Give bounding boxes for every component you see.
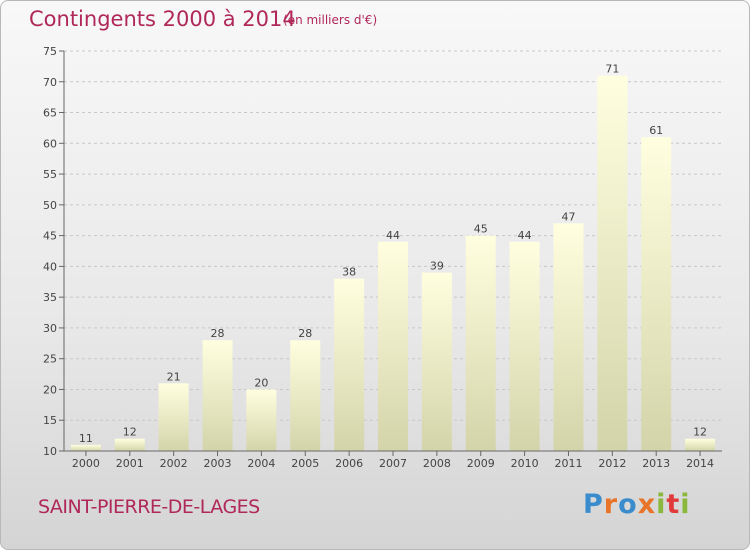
bar [597, 75, 628, 451]
y-tick-label: 50 [43, 199, 57, 212]
chart-subtitle: (en milliers d'€) [283, 13, 378, 27]
data-label: 11 [79, 432, 93, 445]
y-tick-label: 10 [43, 445, 57, 458]
data-label: 12 [123, 426, 137, 439]
logo-letter: x [637, 489, 657, 520]
bar [641, 137, 672, 451]
bar [70, 444, 101, 451]
bar [290, 340, 321, 451]
chart-title: Contingents 2000 à 2014 [29, 7, 296, 31]
x-tick-label: 2001 [116, 457, 144, 470]
logo-letter: r [603, 489, 619, 520]
x-tick-label: 2014 [686, 457, 714, 470]
data-label: 12 [693, 426, 707, 439]
y-tick-label: 65 [43, 107, 57, 120]
data-label: 44 [518, 229, 532, 242]
commune-name: SAINT-PIERRE-DE-LAGES [38, 496, 260, 518]
x-tick-label: 2012 [598, 457, 626, 470]
bar [202, 340, 233, 451]
x-tick-label: 2000 [72, 457, 100, 470]
data-label: 44 [386, 229, 400, 242]
logo-letter: o [618, 489, 638, 520]
bar [553, 223, 584, 451]
data-label: 21 [167, 370, 181, 383]
y-tick-label: 70 [43, 76, 57, 89]
data-label: 20 [254, 376, 268, 389]
y-tick-label: 25 [43, 353, 57, 366]
x-tick-label: 2007 [379, 457, 407, 470]
data-label: 45 [474, 223, 488, 236]
y-tick-label: 20 [43, 383, 57, 396]
logo-letter: P [583, 489, 604, 520]
bar [158, 383, 189, 451]
bar [246, 389, 277, 451]
proxiti-logo: Proxiti [583, 489, 691, 520]
bar [465, 235, 496, 451]
x-tick-label: 2013 [642, 457, 670, 470]
x-tick-label: 2005 [291, 457, 319, 470]
y-tick-label: 30 [43, 322, 57, 335]
y-tick-label: 40 [43, 260, 57, 273]
y-tick-label: 15 [43, 414, 57, 427]
y-tick-label: 45 [43, 230, 57, 243]
x-tick-label: 2002 [160, 457, 188, 470]
bar [509, 241, 540, 451]
bar [685, 438, 716, 451]
y-tick-label: 55 [43, 168, 57, 181]
x-tick-label: 2003 [204, 457, 232, 470]
logo-letter: i [680, 489, 691, 520]
bar [378, 241, 408, 451]
logo-letter: i [656, 489, 667, 520]
data-label: 71 [605, 63, 619, 76]
data-label: 28 [211, 327, 225, 340]
bar [114, 438, 145, 451]
data-label: 38 [342, 266, 356, 279]
x-tick-label: 2011 [554, 457, 582, 470]
y-tick-label: 75 [43, 45, 57, 58]
bar [421, 272, 452, 451]
x-tick-label: 2008 [423, 457, 451, 470]
data-label: 47 [561, 210, 575, 223]
y-tick-label: 35 [43, 291, 57, 304]
bar [334, 278, 365, 451]
x-tick-label: 2004 [247, 457, 275, 470]
logo-letter: t [666, 489, 681, 520]
y-tick-label: 60 [43, 137, 57, 150]
data-label: 28 [298, 327, 312, 340]
x-tick-label: 2010 [511, 457, 539, 470]
x-tick-label: 2009 [467, 457, 495, 470]
data-label: 61 [649, 124, 663, 137]
x-tick-label: 2006 [335, 457, 363, 470]
data-label: 39 [430, 260, 444, 273]
